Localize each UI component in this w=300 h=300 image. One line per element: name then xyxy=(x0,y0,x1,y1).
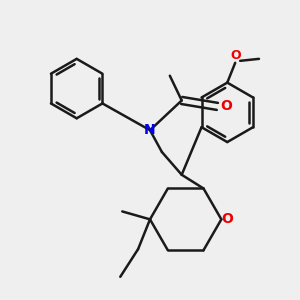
Text: O: O xyxy=(230,50,241,62)
Text: N: N xyxy=(144,123,156,137)
Text: O: O xyxy=(221,212,233,226)
Text: O: O xyxy=(220,99,232,113)
